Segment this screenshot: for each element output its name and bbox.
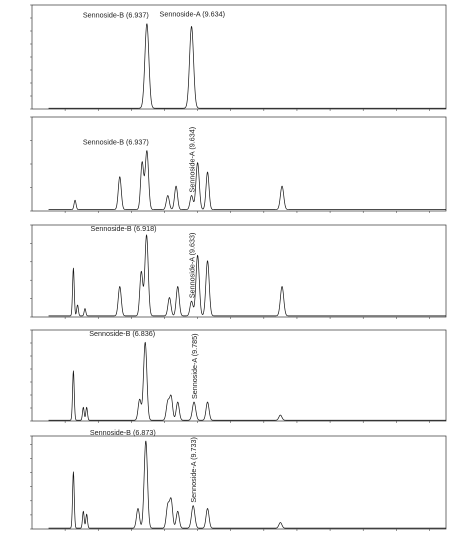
chromatogram-trace (48, 440, 447, 529)
plot-frame (31, 4, 447, 110)
chromatogram-panel-c: Sennoside-B (6.918) Sennoside-A (9.633) (30, 224, 447, 319)
chromatogram-trace (48, 341, 447, 421)
chromatogram-panel-a: Sennoside-B (6.937) Sennoside-A (9.634) (30, 4, 447, 111)
peak-annotation: Sennoside-B (6.937) (83, 138, 149, 147)
peak-annotation: Sennoside-A (9.733) (189, 437, 198, 503)
plot-frame (31, 224, 447, 318)
chromatogram-panel-b: Sennoside-B (6.937) Sennoside-A (9.634) (30, 116, 447, 213)
plot-frame (31, 329, 447, 422)
peak-annotation: Sennoside-A (9.634) (188, 127, 197, 193)
peak-annotation: Sennoside-B (6.873) (90, 428, 156, 437)
plot-frame (31, 435, 447, 530)
peak-annotation: Sennoside-B (6.918) (91, 224, 157, 233)
peak-annotation: Sennoside-B (6.836) (89, 329, 155, 338)
plot-frame (31, 116, 447, 212)
peak-annotation: Sennoside-A (9.634) (160, 9, 226, 18)
peak-annotation: Sennoside-A (9.633) (188, 233, 197, 299)
peak-annotation: Sennoside-A (9.785) (190, 333, 199, 399)
chromatogram-trace (48, 234, 447, 317)
chromatogram-panel-e: Sennoside-B (6.873) Sennoside-A (9.733) (30, 428, 447, 531)
peak-annotation: Sennoside-B (6.937) (83, 11, 149, 20)
chromatogram-trace (48, 150, 447, 210)
chromatogram-trace (48, 23, 447, 109)
chromatogram-panel-d: Sennoside-B (6.836) Sennoside-A (9.785) (30, 329, 447, 423)
